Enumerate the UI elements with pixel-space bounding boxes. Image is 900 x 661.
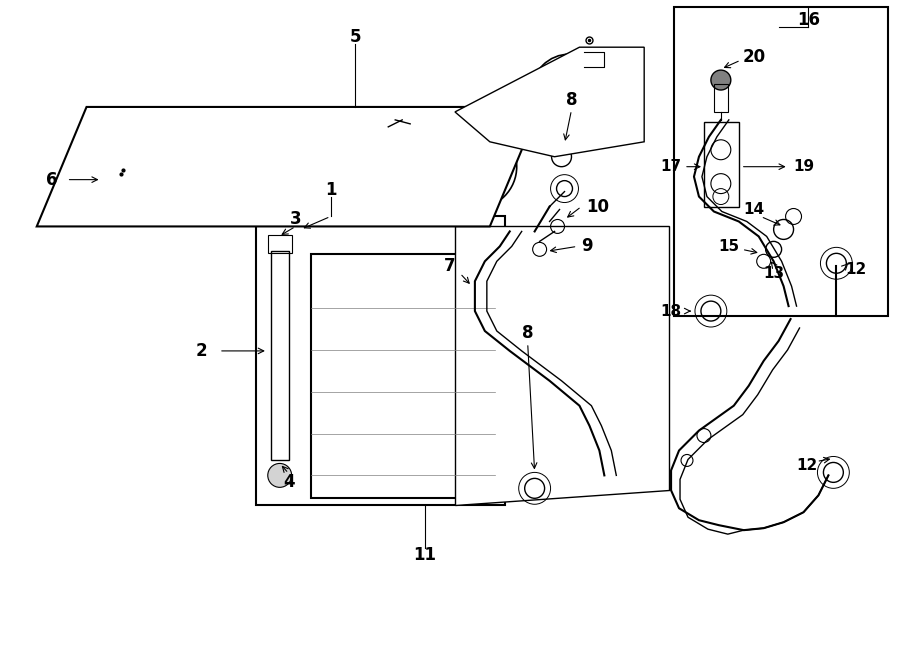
Circle shape [711, 70, 731, 90]
Text: 9: 9 [581, 237, 593, 255]
Bar [485, 391, 505, 426]
Text: 19: 19 [793, 159, 814, 175]
Bar [310, 254, 495, 498]
Text: 14: 14 [743, 202, 764, 217]
Text: 12: 12 [846, 262, 867, 277]
Bar [271, 251, 289, 461]
Text: 13: 13 [763, 266, 784, 281]
Bar [256, 217, 505, 505]
Text: 17: 17 [661, 159, 681, 175]
Text: 2: 2 [195, 342, 207, 360]
Text: 1: 1 [325, 180, 337, 198]
Circle shape [200, 174, 212, 186]
Text: 20: 20 [742, 48, 765, 66]
Text: 16: 16 [797, 11, 820, 29]
Polygon shape [37, 107, 540, 227]
Polygon shape [455, 227, 669, 505]
Text: 18: 18 [661, 303, 681, 319]
Polygon shape [455, 47, 644, 157]
Text: 15: 15 [718, 239, 740, 254]
Circle shape [149, 173, 163, 186]
Text: 8: 8 [566, 91, 577, 109]
Text: 6: 6 [46, 171, 58, 188]
Bar [714, 84, 728, 112]
Bar [704, 122, 739, 206]
Bar [268, 235, 292, 253]
Text: 11: 11 [414, 546, 436, 564]
Text: 5: 5 [349, 28, 361, 46]
Text: 10: 10 [586, 198, 609, 215]
Circle shape [268, 463, 292, 487]
Text: 4: 4 [283, 473, 294, 491]
Text: 12: 12 [796, 458, 817, 473]
Text: 7: 7 [445, 257, 455, 275]
Text: 3: 3 [290, 210, 302, 229]
Text: 8: 8 [522, 324, 534, 342]
Bar [674, 7, 888, 316]
